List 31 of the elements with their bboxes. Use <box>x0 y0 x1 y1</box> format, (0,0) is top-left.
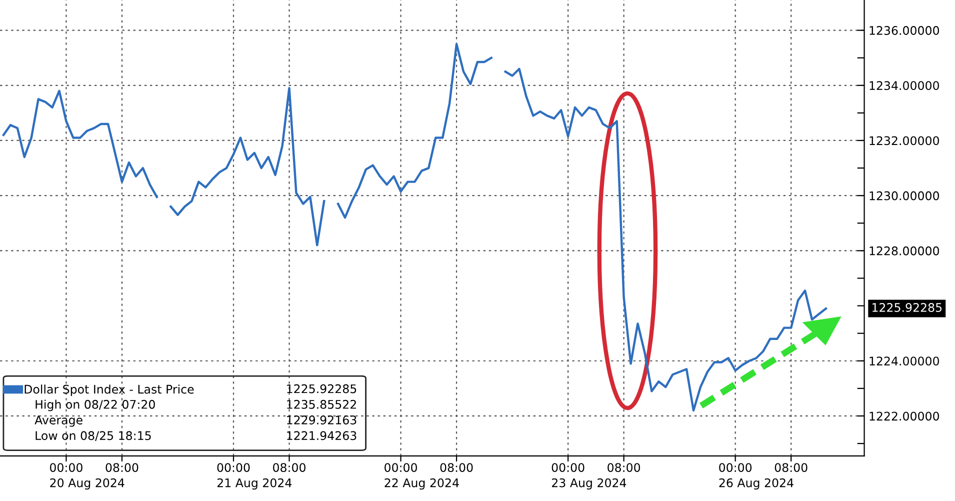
x-tick-label: 00:00 <box>552 463 584 472</box>
x-tick-label: 21 Aug 2024 <box>217 478 292 490</box>
annotation: High on 08/22 07:20 <box>36 400 155 412</box>
annotation: 1229.92163 <box>287 416 356 424</box>
x-tick-label: 08:00 <box>608 463 640 472</box>
annotation: 1225.92285 <box>287 384 356 394</box>
x-tick-label: 08:00 <box>774 463 808 472</box>
x-tick-label: 23 Aug 2024 <box>552 478 626 490</box>
legend-label: Dollar Spot Index - Last Price <box>24 384 194 396</box>
x-tick-label: 20 Aug 2024 <box>50 478 124 490</box>
x-tick-label: 26 Aug 2024 <box>719 478 794 490</box>
x-tick-label: 00:00 <box>50 463 82 472</box>
y-tick-label: 1234.00000 <box>870 81 940 90</box>
y-tick-label: 1232.00000 <box>870 136 940 146</box>
y-tick-label: 1222.00000 <box>870 412 940 421</box>
x-tick-label: 00:00 <box>384 463 417 472</box>
annotation: Average <box>34 416 82 427</box>
annotation: Low on 08/25 18:15 <box>36 431 151 442</box>
x-tick-label: 08:00 <box>273 463 306 472</box>
y-tick-label: 1224.00000 <box>870 356 940 366</box>
x-tick-label: 00:00 <box>217 463 250 472</box>
x-tick-label: 08:00 <box>440 463 473 472</box>
x-tick-label: 08:00 <box>106 463 138 472</box>
annotation: 1235.85522 <box>287 400 356 409</box>
x-tick-label: 00:00 <box>719 463 752 472</box>
x-tick-label: 22 Aug 2024 <box>384 478 459 490</box>
text: 1225.92285 <box>872 303 942 312</box>
annotation: 1221.94263 <box>287 431 356 440</box>
y-tick-label: 1228.00000 <box>870 246 940 256</box>
y-tick-label: 1236.00000 <box>870 26 940 35</box>
y-tick-label: 1230.00000 <box>870 191 940 200</box>
